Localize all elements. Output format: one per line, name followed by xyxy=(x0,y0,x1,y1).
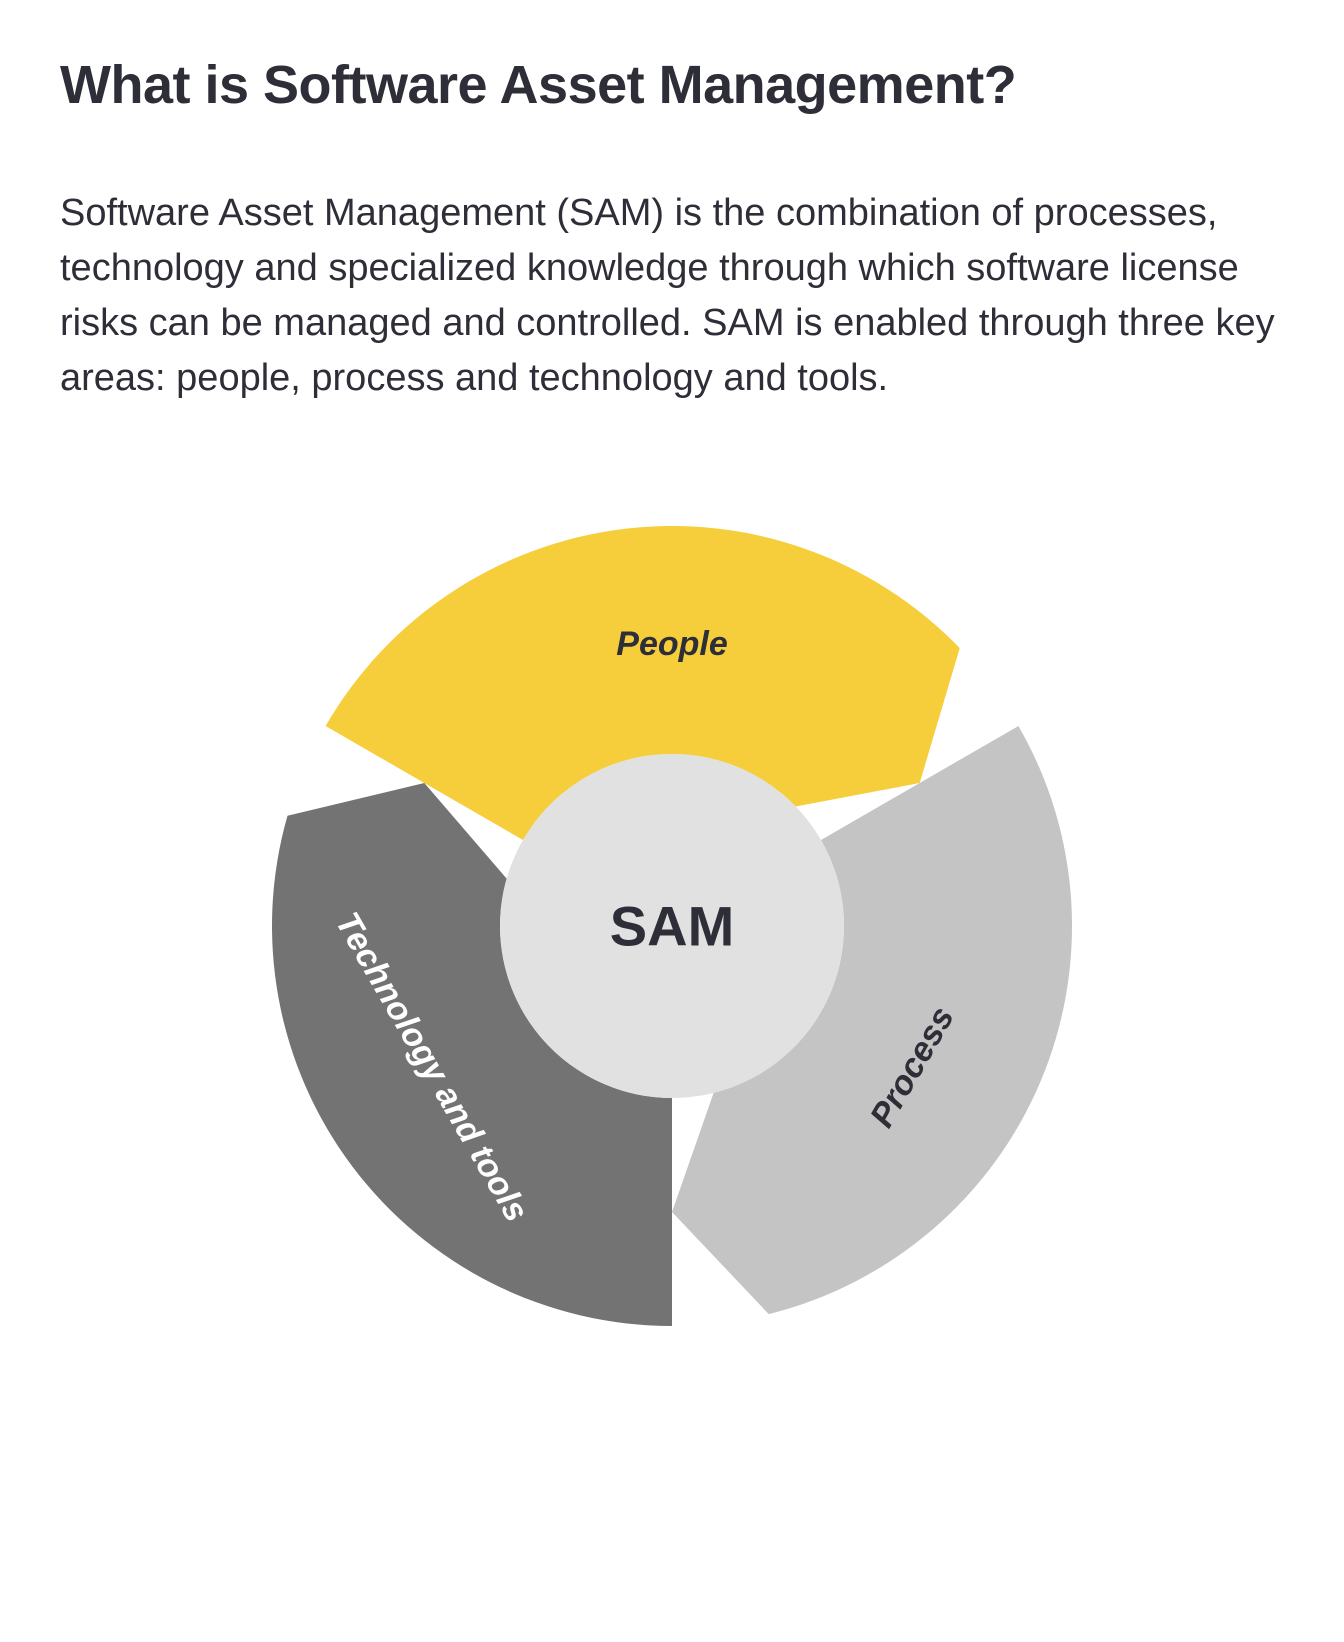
intro-paragraph: Software Asset Management (SAM) is the c… xyxy=(60,186,1280,406)
segment-label-people: People xyxy=(616,625,727,663)
page: What is Software Asset Management? Softw… xyxy=(0,0,1344,1642)
sam-donut-diagram: SAMPeopleProcessTechnology and tools xyxy=(60,476,1284,1376)
center-label: SAM xyxy=(610,895,734,958)
donut-svg: SAMPeopleProcessTechnology and tools xyxy=(222,476,1122,1376)
page-title: What is Software Asset Management? xyxy=(60,54,1284,116)
